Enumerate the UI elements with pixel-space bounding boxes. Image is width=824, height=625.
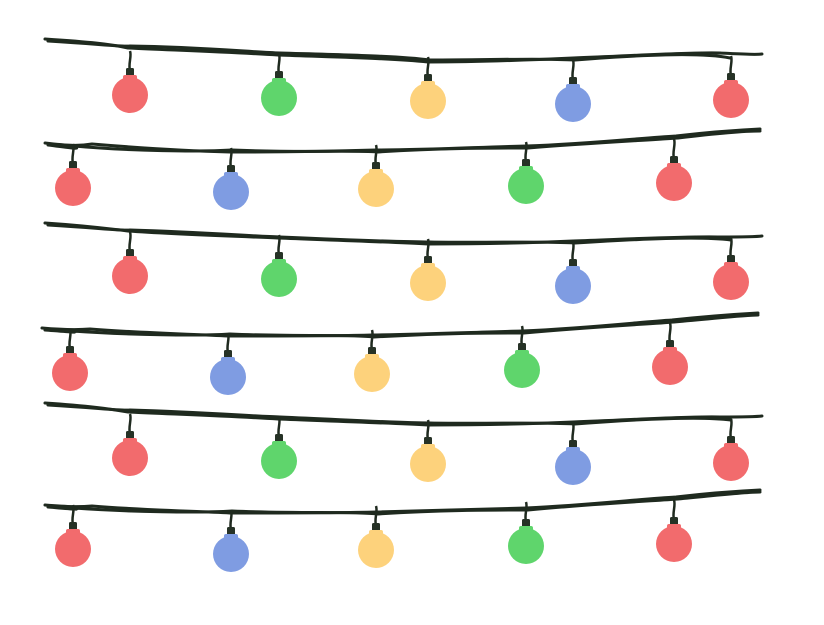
wire [40, 311, 760, 338]
wire [43, 488, 762, 515]
wire [46, 39, 732, 62]
wire [43, 313, 760, 339]
wire [46, 490, 762, 516]
wire [46, 403, 733, 426]
wire [46, 129, 762, 154]
wire [43, 127, 762, 154]
wire [46, 223, 733, 245]
